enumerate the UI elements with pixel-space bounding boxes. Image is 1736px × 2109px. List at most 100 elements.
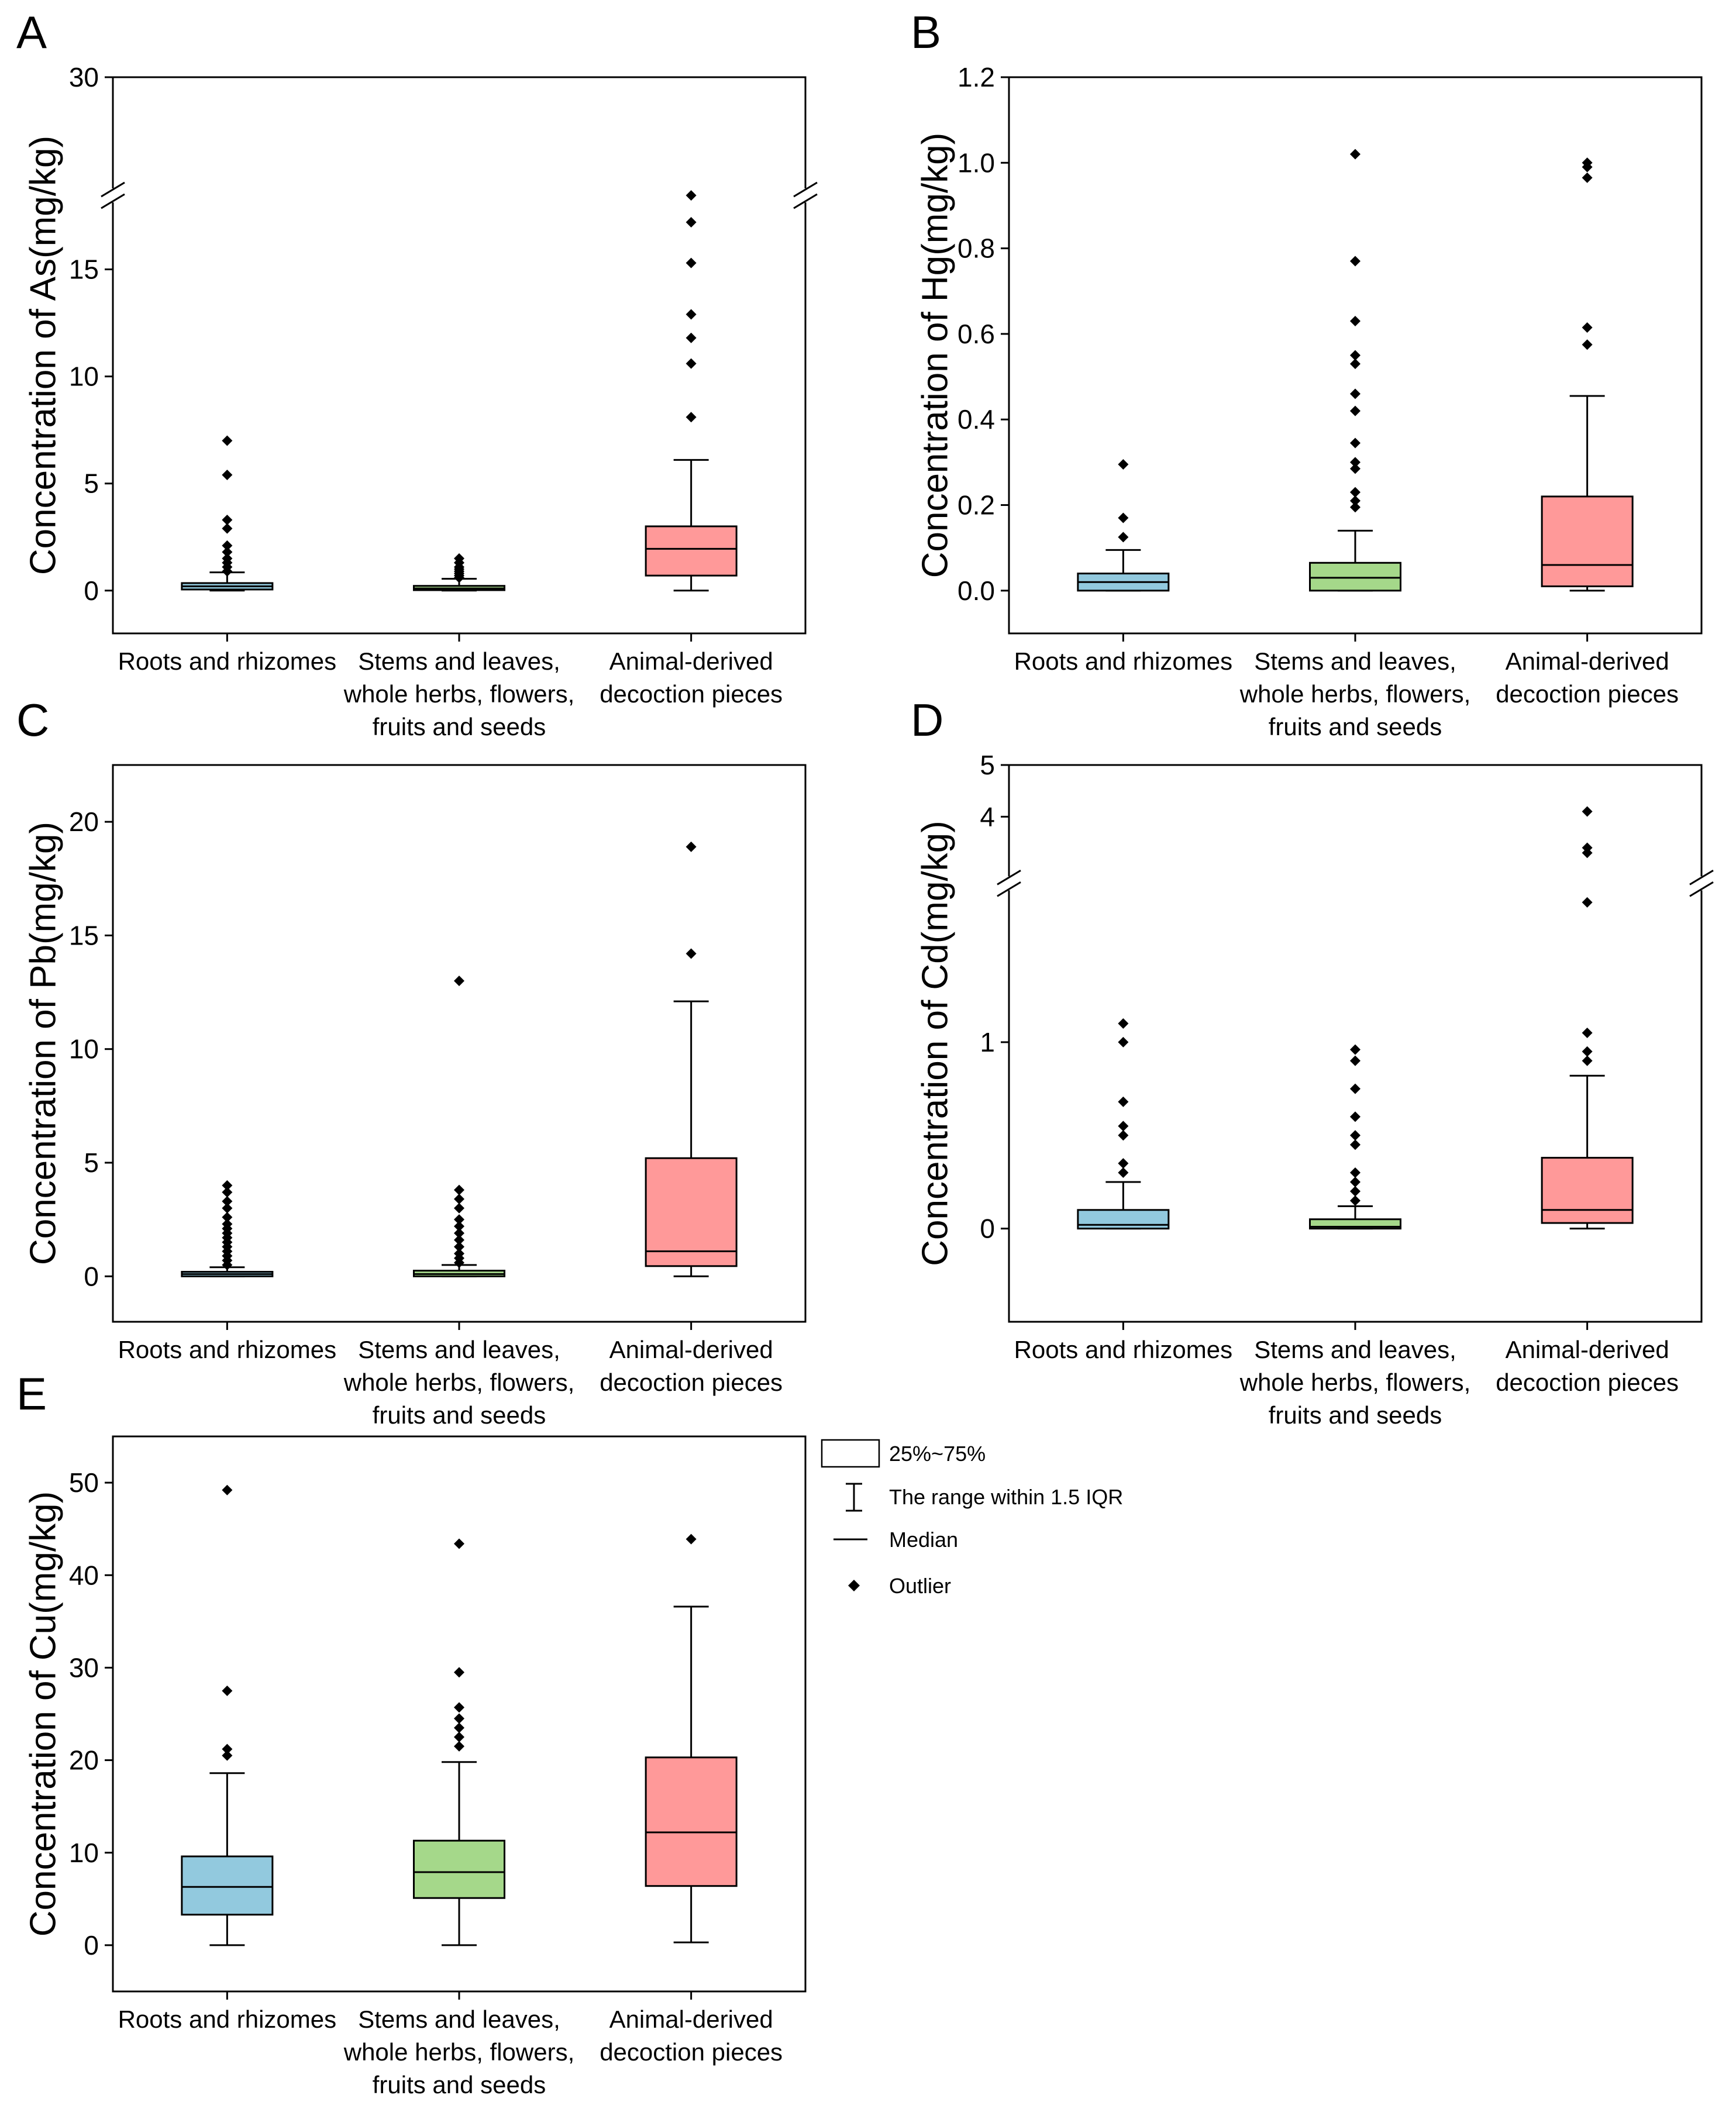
x-category-label-line: whole herbs, flowers, xyxy=(1239,1369,1471,1396)
outlier-point xyxy=(454,1713,464,1724)
x-category-label-line: decoction pieces xyxy=(1496,1369,1679,1396)
outlier-point xyxy=(454,553,464,564)
outlier-point xyxy=(1118,1018,1129,1029)
x-category-label-line: Roots and rhizomes xyxy=(118,647,337,675)
x-category-label-line: Roots and rhizomes xyxy=(1014,1336,1233,1363)
outlier-point xyxy=(222,540,233,551)
box-group xyxy=(181,1484,274,1946)
panel-b-hg-chart: B Concentration of Hg(mg/kg)0.0 0.2 0.4 0.6 0… xyxy=(911,6,1703,740)
x-category-label: Animal-derived decoction pieces xyxy=(600,647,783,708)
outlier-point xyxy=(1582,322,1593,333)
y-tick-label: 40 xyxy=(69,1560,99,1590)
outlier-point xyxy=(454,1732,464,1743)
outlier-point xyxy=(1350,350,1360,361)
box-group xyxy=(413,553,505,592)
iqr-box xyxy=(1309,561,1401,592)
legend-range-label: The range within 1.5 IQR xyxy=(889,1485,1123,1509)
x-category-label: Animal-derived decoction pieces xyxy=(600,1336,783,1396)
outlier-point xyxy=(454,1741,464,1752)
x-category-label: Stems and leaves, whole herbs, flowers, fr… xyxy=(343,2005,575,2098)
outlier-point xyxy=(222,1750,233,1761)
outlier-point xyxy=(1350,1083,1360,1094)
outlier-point xyxy=(1350,1055,1360,1066)
x-category-label: Stems and leaves, whole herbs, flowers, fr… xyxy=(343,647,575,740)
x-category-label: Stems and leaves, whole herbs, flowers, fr… xyxy=(343,1336,575,1429)
outlier-point xyxy=(1118,1121,1129,1132)
x-category-label: Stems and leaves, whole herbs, flowers, fr… xyxy=(1239,1336,1471,1429)
iqr-box xyxy=(181,1855,274,1916)
y-tick-label: 0 xyxy=(980,1214,995,1244)
outlier-point xyxy=(454,1235,464,1246)
outlier-point xyxy=(222,1187,233,1198)
outlier-point xyxy=(222,1685,233,1696)
outlier-point xyxy=(454,1538,464,1549)
panel-letter: D xyxy=(911,694,943,746)
outlier-point xyxy=(1582,157,1593,168)
outlier-point xyxy=(454,1184,464,1195)
outlier-point xyxy=(686,332,697,343)
outlier-point xyxy=(222,1196,233,1207)
y-tick-label: 0 xyxy=(84,1261,99,1291)
outlier-point xyxy=(1350,388,1360,399)
box-group xyxy=(1541,806,1634,1230)
axis-break-mark xyxy=(1689,881,1714,897)
y-tick-label: 5 xyxy=(84,1147,99,1178)
box-group xyxy=(645,190,738,592)
outlier-point xyxy=(1350,1176,1360,1187)
y-tick-label: 5 xyxy=(980,750,995,780)
outlier-point xyxy=(454,1221,464,1232)
outlier-point xyxy=(454,1667,464,1678)
x-category-label-line: Animal-derived xyxy=(609,1336,773,1363)
outlier-point xyxy=(686,358,697,369)
outlier-point xyxy=(1118,512,1129,523)
outlier-point xyxy=(1118,1158,1129,1169)
outlier-point xyxy=(454,1241,464,1252)
outlier-point xyxy=(222,514,233,525)
outlier-point xyxy=(1350,149,1360,160)
y-tick-label: 30 xyxy=(69,62,99,92)
outlier-point xyxy=(222,1202,233,1214)
outlier-point xyxy=(1350,502,1360,513)
box-group xyxy=(1077,459,1170,592)
outlier-point xyxy=(1350,463,1360,474)
box-group xyxy=(1541,157,1634,592)
outlier-point xyxy=(222,470,233,481)
x-category-label-line: decoction pieces xyxy=(600,680,783,708)
outlier-point xyxy=(454,1202,464,1214)
x-category-label-line: whole herbs, flowers, xyxy=(343,2038,575,2066)
box-group xyxy=(645,1533,738,1943)
outlier-point xyxy=(686,217,697,228)
x-category-label-line: Stems and leaves, xyxy=(358,1336,560,1363)
y-tick-label: 1.0 xyxy=(957,147,995,178)
legend-box-swatch xyxy=(821,1439,880,1468)
axis-break-mark xyxy=(793,181,818,198)
axis-break-mark xyxy=(997,870,1021,885)
y-tick-label: 0.8 xyxy=(957,233,995,264)
axis-break-mark xyxy=(793,193,818,209)
iqr-box xyxy=(645,525,738,577)
x-category-label-line: Animal-derived xyxy=(1506,647,1669,675)
iqr-box xyxy=(645,1756,738,1887)
x-category-label: Animal-derived decoction pieces xyxy=(1496,1336,1679,1396)
x-category-label: Animal-derived decoction pieces xyxy=(600,2005,783,2066)
outlier-point xyxy=(1350,457,1360,468)
outlier-point xyxy=(1350,359,1360,370)
outlier-point xyxy=(454,1214,464,1225)
outlier-point xyxy=(1118,1167,1129,1178)
x-category-label: Roots and rhizomes xyxy=(1014,1336,1233,1363)
y-tick-label: 30 xyxy=(69,1652,99,1683)
outlier-point xyxy=(686,841,697,852)
outlier-point xyxy=(1582,806,1593,817)
outlier-point xyxy=(1350,1139,1360,1150)
x-category-label-line: fruits and seeds xyxy=(1269,1401,1442,1429)
x-category-label-line: fruits and seeds xyxy=(1269,713,1442,740)
outlier-point xyxy=(222,435,233,446)
box-group xyxy=(181,435,274,592)
outlier-point xyxy=(1582,1046,1593,1057)
outlier-point xyxy=(222,1743,233,1755)
y-tick-label: 0 xyxy=(84,576,99,606)
y-tick-label: 20 xyxy=(69,807,99,837)
box-group xyxy=(1077,1018,1170,1230)
y-tick-label: 0.4 xyxy=(957,404,995,435)
x-category-label-line: Roots and rhizomes xyxy=(1014,647,1233,675)
